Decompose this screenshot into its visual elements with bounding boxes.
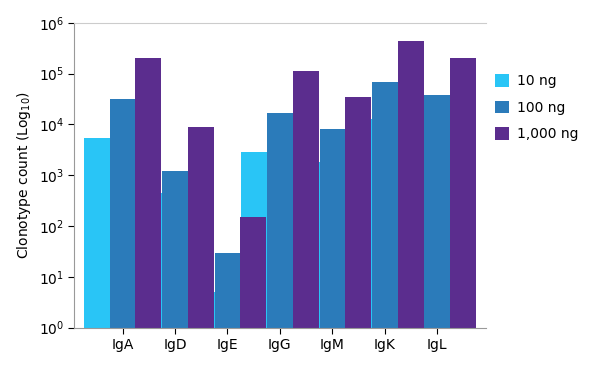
Bar xyxy=(241,152,267,367)
Legend: 10 ng, 100 ng, 1,000 ng: 10 ng, 100 ng, 1,000 ng xyxy=(490,69,584,147)
Bar xyxy=(162,171,188,367)
Bar xyxy=(372,82,398,367)
Bar xyxy=(346,119,372,367)
Bar xyxy=(215,252,241,367)
Bar xyxy=(110,99,136,367)
Bar xyxy=(189,292,215,367)
Bar xyxy=(241,217,266,367)
Bar xyxy=(424,95,450,367)
Bar xyxy=(136,58,161,367)
Bar xyxy=(84,138,110,367)
Bar xyxy=(450,58,476,367)
Bar xyxy=(136,193,162,367)
Bar xyxy=(320,129,345,367)
Bar xyxy=(398,41,424,367)
Bar xyxy=(345,97,371,367)
Bar xyxy=(399,122,424,367)
Bar xyxy=(188,127,214,367)
Y-axis label: Clonotype count (Log$_{10}$): Clonotype count (Log$_{10}$) xyxy=(15,91,33,259)
Bar xyxy=(294,162,320,367)
Bar xyxy=(267,113,293,367)
Bar xyxy=(293,72,319,367)
